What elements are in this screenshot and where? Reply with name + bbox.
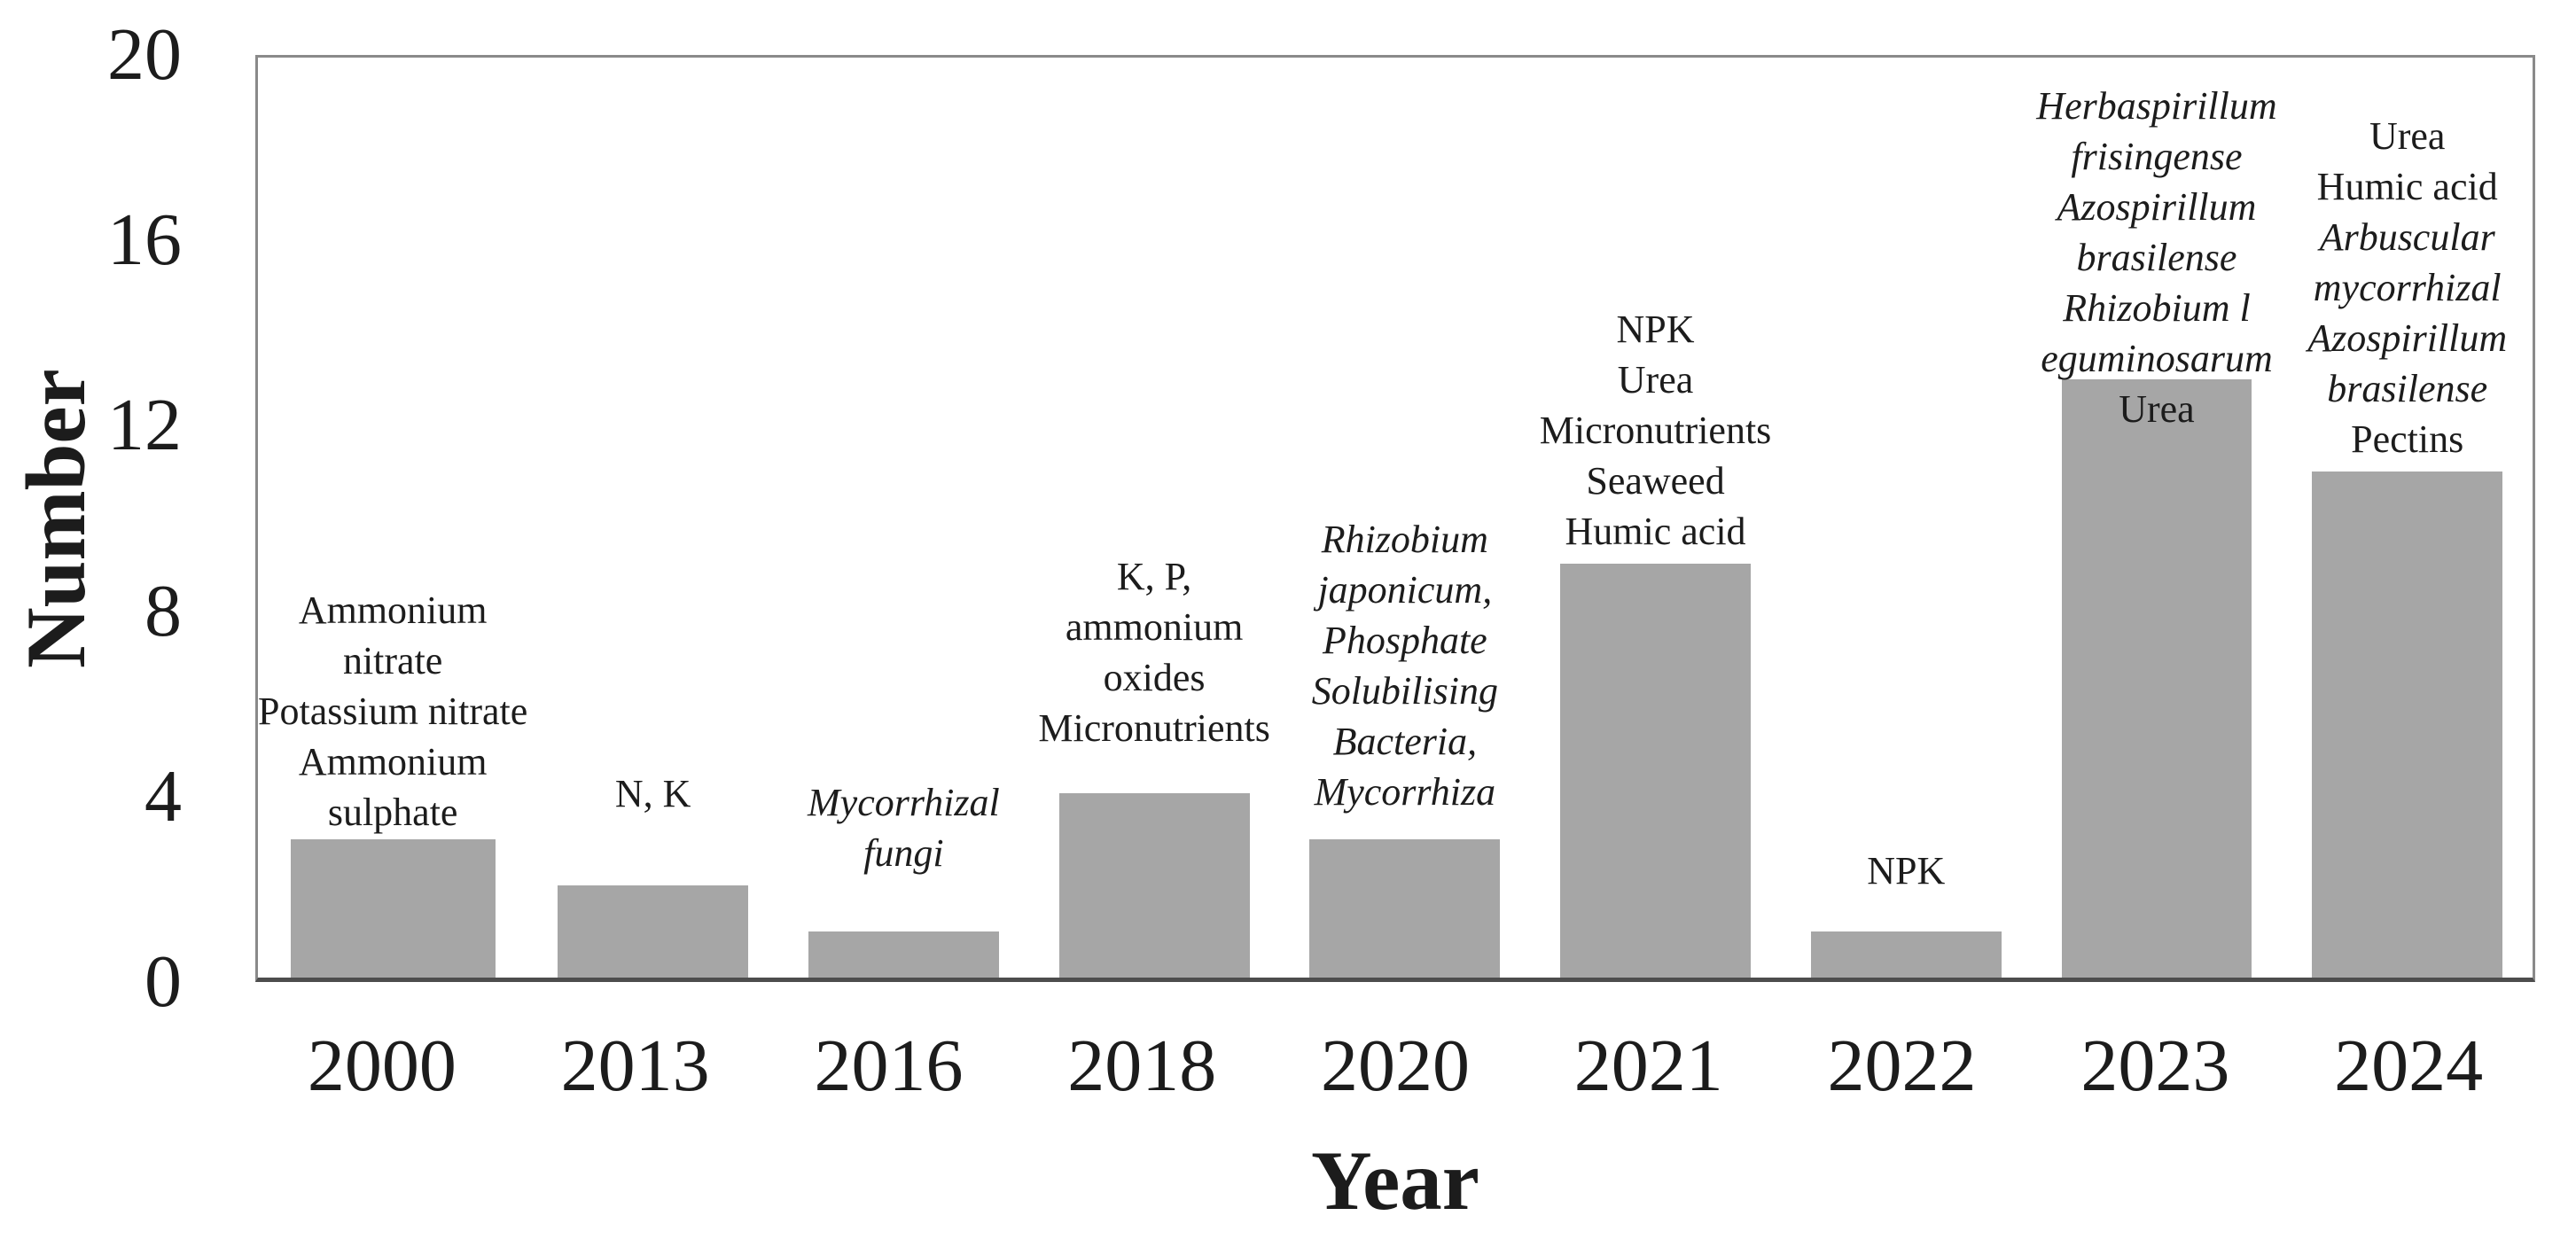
bar-annotation-2016: Mycorrhizal fungi (808, 777, 1000, 878)
x-tick-label-2024: 2024 (2334, 1025, 2484, 1107)
annotation-line: Urea (2119, 387, 2195, 432)
annotation-line: Arbuscular (2319, 215, 2495, 260)
y-axis-title: Number (9, 369, 103, 668)
y-tick-label-4: 4 (144, 754, 182, 838)
annotation-line: Urea (2369, 114, 2446, 159)
annotation-line: Azospirillum (2057, 185, 2257, 230)
annotation-line: Pectins (2351, 417, 2464, 462)
x-tick-label-2013: 2013 (560, 1025, 710, 1107)
bar-slot-2022: NPK (1781, 58, 2032, 978)
annotation-line: Ammonium (298, 740, 488, 784)
x-tick-label-2016: 2016 (814, 1025, 964, 1107)
annotation-line: brasilense (2327, 367, 2488, 411)
annotation-line: ammonium (1065, 605, 1244, 650)
annotation-line: fungi (863, 831, 944, 876)
annotation-line: Rhizobium (1321, 518, 1488, 562)
annotation-line: oxides (1103, 656, 1206, 700)
bar-slot-2000: Ammonium nitrate Potassium nitrate Ammonium… (258, 58, 527, 978)
annotation-line: eguminosarum (2041, 337, 2273, 381)
bar-2020 (1309, 839, 1501, 978)
y-tick-label-12: 12 (107, 384, 182, 467)
bar-annotation-2018: K, P, ammonium oxides Micronutrients (1038, 551, 1270, 753)
annotation-line: Potassium nitrate (258, 690, 528, 734)
annotation-line: Micronutrients (1038, 706, 1270, 751)
annotation-line: Azospirillum (2307, 316, 2508, 361)
annotation-line: nitrate (342, 639, 443, 683)
annotation-line: mycorrhizal (2313, 266, 2502, 310)
annotation-line: brasilense (2076, 236, 2237, 280)
bar-annotation-2013: N, K (615, 768, 691, 819)
bar-2016 (808, 931, 999, 978)
annotation-line: Humic acid (2316, 165, 2498, 209)
plot-area: Ammonium nitrate Potassium nitrate Ammonium… (255, 55, 2535, 982)
x-tick-label-2000: 2000 (307, 1025, 457, 1107)
bar-annotation-2020: Rhizobium japonicum, Phosphate Solubilising… (1312, 514, 1498, 817)
x-tick-label-2021: 2021 (1573, 1025, 1723, 1107)
bar-slot-2021: NPK Urea Micronutrients Seaweed Humic acid (1530, 58, 1781, 978)
annotation-line: Humic acid (1565, 509, 1746, 553)
y-tick-label-16: 16 (107, 199, 182, 282)
annotation-line: Urea (1617, 357, 1694, 401)
x-tick-label-2022: 2022 (1827, 1025, 1977, 1107)
bar-2021 (1560, 563, 1751, 978)
bar-2022 (1810, 931, 2002, 978)
bar-slot-2020: Rhizobium japonicum, Phosphate Solubilising… (1279, 58, 1530, 978)
bar-slot-2013: N, K (527, 58, 778, 978)
bar-2000 (290, 839, 496, 978)
x-tick-label-2023: 2023 (2080, 1025, 2230, 1107)
bar-slot-2024: Urea Humic acid Arbuscular mycorrhizal Azosp… (2282, 58, 2533, 978)
bar-slot-2016: Mycorrhizal fungi (778, 58, 1029, 978)
annotation-line: N, K (614, 772, 691, 816)
x-tick-label-2020: 2020 (1321, 1025, 1470, 1107)
annotation-line: Seaweed (1586, 458, 1725, 503)
annotation-line: K, P, (1116, 555, 1192, 599)
bar-annotation-2021: NPK Urea Micronutrients Seaweed Humic acid (1540, 304, 1772, 557)
y-tick-label-8: 8 (144, 569, 182, 652)
bar-annotation-2024: Urea Humic acid Arbuscular mycorrhizal Azosp… (2307, 111, 2507, 464)
x-tick-label-2018: 2018 (1067, 1025, 1217, 1107)
y-tick-label-0: 0 (144, 940, 182, 1023)
annotation-line: Mycorrhizal (808, 781, 1000, 825)
annotation-line: Micronutrients (1539, 408, 1772, 452)
x-axis-title: Year (1311, 1134, 1479, 1228)
annotation-line: Rhizobium l (2063, 286, 2251, 331)
bar-2018 (1058, 793, 1250, 978)
annotation-line: frisingense (2071, 135, 2243, 179)
bar-2024 (2312, 472, 2503, 978)
annotation-line: sulphate (327, 791, 458, 835)
annotation-line: Ammonium (298, 588, 488, 633)
annotation-line: Solubilising (1311, 669, 1498, 713)
bar-2013 (558, 885, 749, 978)
bar-2023 (2061, 379, 2252, 978)
y-tick-label-20: 20 (107, 13, 182, 96)
bar-slot-2023: Herbaspirillum frisingense Azospirillum bra… (2032, 58, 2283, 978)
bar-annotation-2022: NPK (1867, 846, 1945, 896)
bar-slot-2018: K, P, ammonium oxides Micronutrients (1029, 58, 1280, 978)
annotation-line: Mycorrhiza (1314, 770, 1496, 814)
annotation-line: japonicum, (1317, 568, 1493, 612)
bar-annotation-2023: Herbaspirillum frisingense Azospirillum bra… (2036, 81, 2276, 434)
annotation-line: Herbaspirillum (2036, 84, 2277, 129)
bar-annotation-2000: Ammonium nitrate Potassium nitrate Ammonium… (258, 585, 527, 838)
annotation-line: NPK (1867, 849, 1946, 893)
annotation-line: Bacteria, (1332, 720, 1478, 764)
annotation-line: Phosphate (1322, 619, 1487, 663)
annotation-line: NPK (1616, 307, 1695, 351)
